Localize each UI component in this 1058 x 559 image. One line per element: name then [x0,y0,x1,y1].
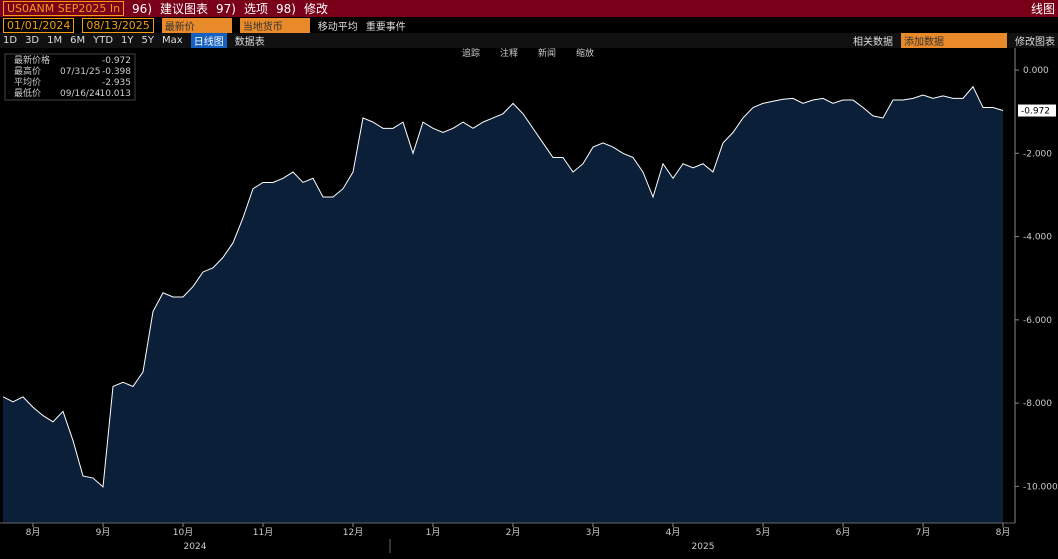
legend-date: 07/31/25 [60,67,100,77]
tool[interactable]: 新闻 [538,48,556,59]
ticker[interactable]: US0ANM SEP2025 In [3,1,125,16]
view: 线图 [1030,2,1055,16]
range-button[interactable]: YTD [93,35,114,46]
x-tick-label: 2月 [506,527,521,538]
range-button[interactable]: 1Y [121,35,134,46]
chart: 追踪 注释 新闻 缩放 0.000 -2.000 -4.000 -6.000 -8.000 -10… [0,48,1058,559]
menu-key[interactable]: 97) [216,1,236,16]
range-bar: 1D 3D 1M 6M YTD 1Y 5Y Max 日线图 数据表 相关数据 添加数据 修改图… [0,33,1058,48]
y-tick-label: -6.000 [1023,316,1052,326]
area-fill [3,86,1003,523]
year-label: 2024 [184,542,207,552]
x-tick-label: 8月 [996,527,1011,538]
legend-label: 最低价 [14,87,41,99]
x-tick-label: 4月 [666,527,681,538]
menu[interactable]: 选项 [243,2,268,16]
tool[interactable]: 注释 [500,48,518,59]
edit-chart[interactable]: 修改图表 [1015,37,1055,48]
x-tick-label: 3月 [586,527,601,538]
range-button[interactable]: 5Y [141,35,155,46]
legend-value: -2.935 [102,78,131,88]
year-label: 2025 [692,542,715,552]
menu-key[interactable]: 98) [275,1,296,16]
menu[interactable]: 建议图表 [160,2,209,16]
x-tick-label: 12月 [343,527,363,538]
tool[interactable]: 追踪 [462,48,480,59]
data-table[interactable]: 数据表 [234,37,265,48]
field[interactable]: 最新价 [161,17,232,33]
menu-key[interactable]: 96) [132,1,152,16]
x-tick-label: 7月 [916,527,931,538]
currency[interactable]: 当地货币 [239,17,310,33]
events[interactable]: 重要事件 [365,21,406,33]
legend-value: -0.398 [102,67,131,77]
range-button[interactable]: 3D [25,35,40,46]
start-date[interactable]: 01/01/2024 [3,17,75,33]
tool[interactable]: 缩放 [576,48,594,59]
legend-label: 最高价 [14,65,41,77]
menu[interactable]: 修改 [303,2,328,16]
legend-label: 平均价 [14,76,41,88]
y-tick-label: -8.000 [1023,399,1052,409]
x-tick-label: 6月 [836,527,851,538]
related[interactable]: 相关数据 [853,37,893,48]
last-value: -0.972 [1021,107,1050,117]
price-line [2,85,1004,488]
y-tick-label: -2.000 [1023,149,1052,159]
legend-box [4,53,136,101]
range-button[interactable]: 1D [3,35,18,46]
x-tick-label: 5月 [756,527,771,538]
legend-date: 09/16/24 [60,89,101,99]
chart-mode[interactable]: 日线图 [190,33,227,48]
end-date[interactable]: 08/13/2025 [82,17,154,33]
y-tick-label: 0.000 [1023,66,1049,76]
range-button[interactable]: 6M [70,35,86,46]
last-tag [1018,104,1056,117]
legend-value: -0.972 [102,56,131,66]
moving-avg[interactable]: 移动平均 [317,21,358,33]
x-tick-label: 10月 [173,527,193,538]
y-tick-label: -10.000 [1023,482,1058,492]
x-tick-label: 11月 [253,527,273,538]
title-bar: US0ANM SEP2025 In 96) 建议图表 97) 选项 98) 修改 线图 [0,0,1058,17]
add-data[interactable]: 添加数据 [901,33,1007,48]
settings-bar: 01/01/2024 08/13/2025 最新价 当地货币 移动平均 重要事件 [0,17,1058,33]
range-button[interactable]: Max [162,35,183,46]
x-tick-label: 1月 [426,527,441,538]
legend-label: 最新价格 [14,54,50,66]
legend-value: -10.013 [96,89,131,99]
x-tick-label: 8月 [26,527,41,538]
range-button[interactable]: 1M [47,35,63,46]
y-tick-label: -4.000 [1023,233,1052,243]
x-tick-label: 9月 [96,527,111,538]
